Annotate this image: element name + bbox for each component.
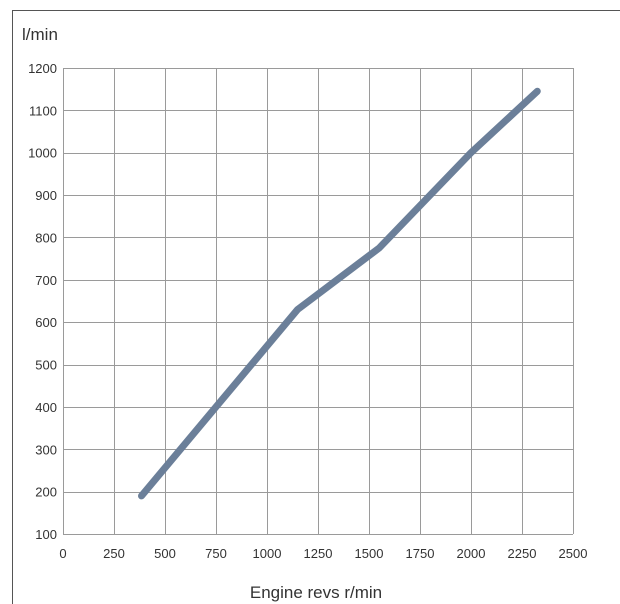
x-tick-labels: 0 250 500 750 1000 1250 1500 1750 2000 2250 2500 (59, 546, 587, 561)
y-tick-label: 900 (35, 188, 57, 203)
y-tick-label: 1100 (29, 103, 57, 118)
frame-lines (12, 10, 620, 604)
y-tick-label: 1200 (28, 61, 57, 76)
y-tick-label: 300 (35, 442, 57, 457)
x-tick-label: 1000 (253, 546, 282, 561)
series-layer (138, 87, 541, 500)
y-tick-label: 700 (35, 273, 57, 288)
y-tick-label: 100 (35, 527, 57, 542)
x-tick-label: 2500 (559, 546, 588, 561)
y-tick-label: 500 (35, 358, 57, 373)
x-tick-label: 2000 (457, 546, 486, 561)
x-tick-label: 2250 (508, 546, 537, 561)
y-tick-label: 800 (35, 230, 57, 245)
x-tick-label: 1750 (406, 546, 435, 561)
x-tick-label: 750 (205, 546, 227, 561)
grid (63, 68, 574, 535)
y-tick-labels: 100 200 300 400 500 600 700 800 900 1000 1100 1200 (28, 61, 57, 542)
y-tick-label: 1000 (28, 146, 57, 161)
x-tick-label: 250 (103, 546, 125, 561)
y-tick-label: 600 (35, 315, 57, 330)
y-tick-label: 200 (35, 485, 57, 500)
x-tick-label: 0 (59, 546, 66, 561)
y-tick-label: 400 (35, 400, 57, 415)
x-axis-label: Engine revs r/min (250, 583, 382, 602)
x-tick-label: 1500 (355, 546, 384, 561)
series-line (138, 87, 541, 500)
x-tick-label: 1250 (304, 546, 333, 561)
y-axis-label: l/min (22, 25, 58, 44)
x-tick-label: 500 (154, 546, 176, 561)
